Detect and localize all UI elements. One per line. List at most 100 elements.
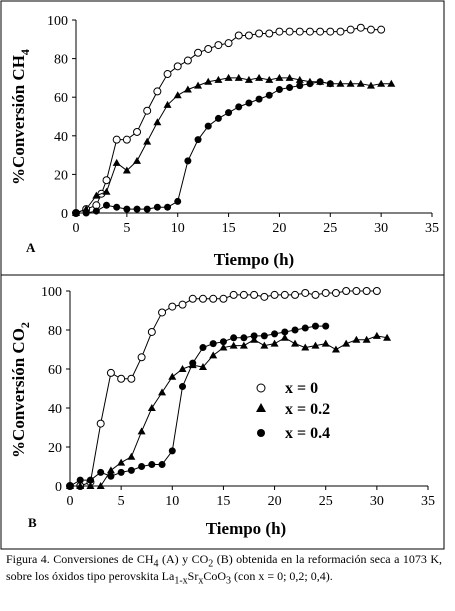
data-point-filled-triangle: [366, 81, 375, 89]
x-tick-label: 20: [268, 494, 282, 509]
data-point-filled-triangle: [163, 100, 172, 108]
data-point-filled-circle: [138, 463, 146, 470]
data-point-filled-circle: [214, 114, 222, 122]
data-point-filled-triangle: [346, 79, 355, 87]
data-point-open-circle: [178, 300, 187, 309]
data-point-open-circle: [270, 290, 279, 299]
data-point-open-circle: [153, 87, 162, 96]
x-tick-label: 15: [216, 494, 230, 509]
data-point-filled-circle: [301, 324, 309, 332]
data-point-filled-circle: [291, 326, 299, 334]
data-point-filled-triangle: [356, 79, 365, 87]
data-point-open-circle: [219, 294, 228, 303]
data-point-filled-circle: [245, 99, 253, 107]
data-point-open-circle: [234, 31, 243, 40]
data-point-open-circle: [158, 308, 167, 317]
data-point-filled-triangle: [102, 187, 111, 195]
data-point-open-circle: [280, 290, 289, 299]
data-point-open-circle: [137, 353, 146, 362]
x-tick-label: 35: [421, 494, 435, 509]
data-point-filled-circle: [265, 91, 273, 99]
data-point-open-circle: [198, 294, 207, 303]
data-point-filled-circle: [326, 80, 334, 88]
data-point-open-circle: [362, 287, 371, 295]
data-point-open-circle: [204, 44, 213, 53]
data-point-open-circle: [229, 290, 238, 299]
data-point-filled-triangle: [260, 341, 269, 349]
data-point-filled-circle: [209, 340, 217, 348]
x-tick-label: 10: [171, 221, 185, 236]
y-tick-label: 20: [48, 441, 62, 456]
data-point-filled-triangle: [106, 466, 115, 474]
data-point-filled-circle: [82, 209, 90, 217]
data-point-filled-circle: [117, 468, 125, 476]
data-point-filled-circle: [286, 84, 294, 92]
data-point-open-circle: [183, 56, 192, 65]
data-point-open-circle: [291, 290, 300, 299]
data-point-open-circle: [168, 302, 177, 311]
data-point-filled-triangle: [168, 372, 177, 380]
data-point-open-circle: [260, 292, 269, 301]
x-tick-label: 25: [323, 221, 337, 236]
data-point-open-circle: [127, 374, 136, 383]
data-point-filled-triangle: [153, 118, 162, 126]
data-point-filled-triangle: [173, 91, 182, 99]
data-point-filled-triangle: [117, 458, 126, 466]
data-point-filled-circle: [123, 205, 131, 213]
x-tick-label: 5: [118, 494, 125, 509]
data-point-open-circle: [321, 288, 330, 297]
data-point-open-circle: [173, 62, 182, 71]
data-point-filled-triangle: [336, 79, 345, 87]
data-point-filled-triangle: [285, 73, 294, 81]
data-point-open-circle: [209, 294, 218, 303]
data-point-filled-triangle: [122, 166, 131, 174]
data-point-filled-triangle: [362, 335, 371, 343]
data-point-filled-circle: [260, 332, 268, 340]
x-tick-label: 30: [370, 494, 384, 509]
figure-caption: Figura 4. Conversiones de CH4 (A) y CO2 …: [6, 552, 443, 587]
x-tick-label: 30: [374, 221, 388, 236]
data-point-open-circle: [224, 39, 233, 48]
data-point-filled-triangle: [372, 331, 381, 339]
y-tick-label: 100: [47, 14, 68, 29]
data-point-filled-circle: [127, 466, 135, 474]
data-point-filled-circle: [97, 468, 105, 476]
data-point-filled-triangle: [96, 482, 105, 489]
data-point-open-circle: [377, 25, 386, 34]
x-tick-label: 20: [272, 221, 286, 236]
panel-b-ylabel: %Conversión CO2: [9, 322, 32, 458]
data-point-open-circle: [122, 135, 131, 144]
y-tick-label: 20: [54, 168, 68, 183]
data-point-filled-triangle: [137, 427, 146, 435]
data-point-open-circle: [117, 374, 126, 383]
data-point-open-circle: [342, 287, 351, 295]
y-tick-label: 60: [48, 363, 62, 378]
data-point-filled-circle: [322, 322, 330, 330]
data-point-filled-circle: [204, 122, 212, 130]
y-tick-label: 60: [54, 91, 68, 106]
data-point-filled-circle: [225, 109, 233, 117]
data-point-filled-triangle: [342, 339, 351, 347]
data-point-filled-triangle: [204, 77, 213, 85]
data-point-open-circle: [250, 290, 259, 299]
data-point-open-circle: [285, 27, 294, 36]
data-point-filled-circle: [271, 330, 279, 338]
data-point-filled-circle: [174, 197, 182, 205]
data-point-filled-triangle: [194, 81, 203, 89]
data-point-open-circle: [244, 31, 253, 40]
data-point-filled-circle: [113, 203, 121, 211]
data-point-filled-circle: [184, 157, 192, 165]
data-point-filled-triangle: [178, 365, 187, 372]
data-point-open-circle: [352, 287, 361, 295]
data-point-open-circle: [147, 327, 156, 336]
data-point-filled-circle: [168, 447, 176, 455]
data-point-filled-circle: [311, 322, 319, 330]
data-point-filled-triangle: [112, 158, 121, 166]
data-point-open-circle: [331, 288, 340, 297]
data-point-filled-circle: [158, 461, 166, 469]
data-point-filled-triangle: [275, 73, 284, 81]
data-point-open-circle: [194, 48, 203, 57]
data-point-filled-circle: [164, 203, 172, 211]
legend-label-1: x = 0.2: [285, 401, 330, 418]
data-point-filled-triangle: [143, 137, 152, 145]
